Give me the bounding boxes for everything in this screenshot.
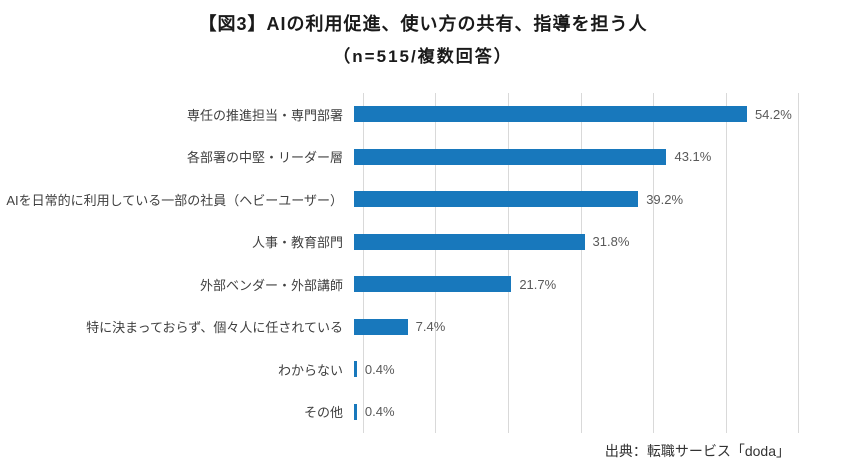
chart-row: 外部ベンダー・外部講師 21.7% bbox=[0, 263, 846, 306]
bar bbox=[354, 361, 357, 378]
bar bbox=[354, 106, 747, 123]
chart-row: 特に決まっておらず、個々人に任されている 7.4% bbox=[0, 306, 846, 349]
gridline bbox=[725, 93, 727, 433]
bar-track: 54.2% bbox=[353, 93, 792, 136]
value-label: 31.8% bbox=[592, 234, 630, 250]
gridline bbox=[435, 93, 437, 433]
gridline bbox=[798, 93, 799, 433]
value-label: 7.4% bbox=[415, 319, 446, 335]
category-label: AIを日常的に利用している一部の社員（ヘビーユーザー） bbox=[6, 192, 343, 208]
value-label: 21.7% bbox=[519, 276, 557, 292]
category-label: 外部ベンダー・外部講師 bbox=[199, 277, 343, 293]
category-label: 専任の推進担当・専門部署 bbox=[186, 107, 343, 123]
chart-row: 各部署の中堅・リーダー層 43.1% bbox=[0, 136, 846, 179]
value-label: 54.2% bbox=[754, 106, 792, 122]
source-credit: 出典：転職サービス「doda」 bbox=[604, 443, 790, 459]
bar-track: 21.7% bbox=[353, 263, 789, 306]
chart-title: 【図3】AIの利用促進、使い方の共有、指導を担う人 bbox=[198, 14, 648, 34]
chart-row: 専任の推進担当・専門部署 54.2% bbox=[0, 93, 846, 136]
bar-track: 43.1% bbox=[353, 136, 789, 179]
category-label: その他 bbox=[303, 405, 343, 421]
gridline bbox=[363, 93, 364, 433]
gridline bbox=[580, 93, 582, 433]
bar bbox=[354, 191, 639, 208]
chart-subtitle: （n=515/複数回答） bbox=[333, 47, 513, 66]
gridline bbox=[507, 93, 509, 433]
category-label: 特に決まっておらず、個々人に任されている bbox=[86, 320, 343, 336]
bar bbox=[354, 233, 585, 250]
chart-row: AIを日常的に利用している一部の社員（ヘビーユーザー） 39.2% bbox=[0, 178, 846, 221]
category-label: 人事・教育部門 bbox=[251, 235, 343, 251]
bar-track: 7.4% bbox=[353, 306, 789, 349]
category-label: わからない bbox=[277, 362, 343, 378]
bar bbox=[354, 403, 357, 420]
value-label: 43.1% bbox=[674, 149, 712, 165]
category-label: 各部署の中堅・リーダー層 bbox=[186, 150, 343, 166]
value-label: 0.4% bbox=[364, 404, 395, 420]
bar-track: 39.2% bbox=[353, 178, 789, 221]
chart-row: その他 0.4% bbox=[0, 391, 846, 434]
bar bbox=[354, 148, 667, 165]
value-label: 0.4% bbox=[364, 361, 395, 377]
chart-row: わからない 0.4% bbox=[0, 348, 846, 391]
chart-rows: 専任の推進担当・専門部署 54.2% 各部署の中堅・リーダー層 43.1% AIを日常的… bbox=[0, 93, 846, 433]
gridline bbox=[652, 93, 654, 433]
bar-track: 31.8% bbox=[353, 221, 789, 264]
bar bbox=[354, 318, 408, 335]
bar bbox=[354, 276, 512, 293]
chart-row: 人事・教育部門 31.8% bbox=[0, 221, 846, 264]
bar-track: 0.4% bbox=[353, 391, 789, 434]
plot-gridlines bbox=[363, 93, 799, 433]
bar-track: 0.4% bbox=[353, 348, 789, 391]
value-label: 39.2% bbox=[646, 191, 684, 207]
